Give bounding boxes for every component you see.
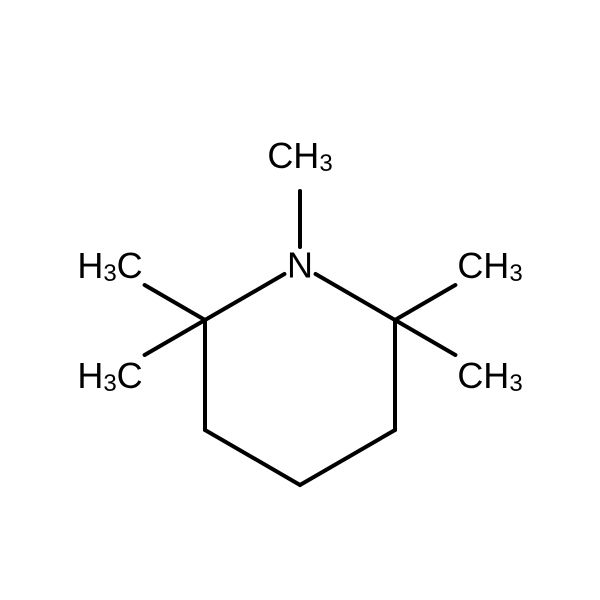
- bond: [145, 320, 205, 355]
- bonds-layer: [145, 191, 456, 485]
- atom-label: CH3: [267, 135, 332, 177]
- atom-label: N: [287, 245, 313, 286]
- bond: [205, 274, 284, 320]
- atom-label: H3C: [77, 355, 142, 397]
- atom-label: H3C: [77, 245, 142, 287]
- bond: [395, 285, 455, 320]
- bond: [300, 430, 395, 485]
- bond: [395, 320, 455, 355]
- bond: [205, 430, 300, 485]
- molecule-diagram: N CH3 CH3 CH3 H3C H3C: [0, 0, 600, 600]
- labels-layer: N CH3 CH3 CH3 H3C H3C: [77, 135, 522, 397]
- atom-label: CH3: [457, 355, 522, 397]
- bond: [145, 285, 205, 320]
- bond: [316, 274, 395, 320]
- atom-label: CH3: [457, 245, 522, 287]
